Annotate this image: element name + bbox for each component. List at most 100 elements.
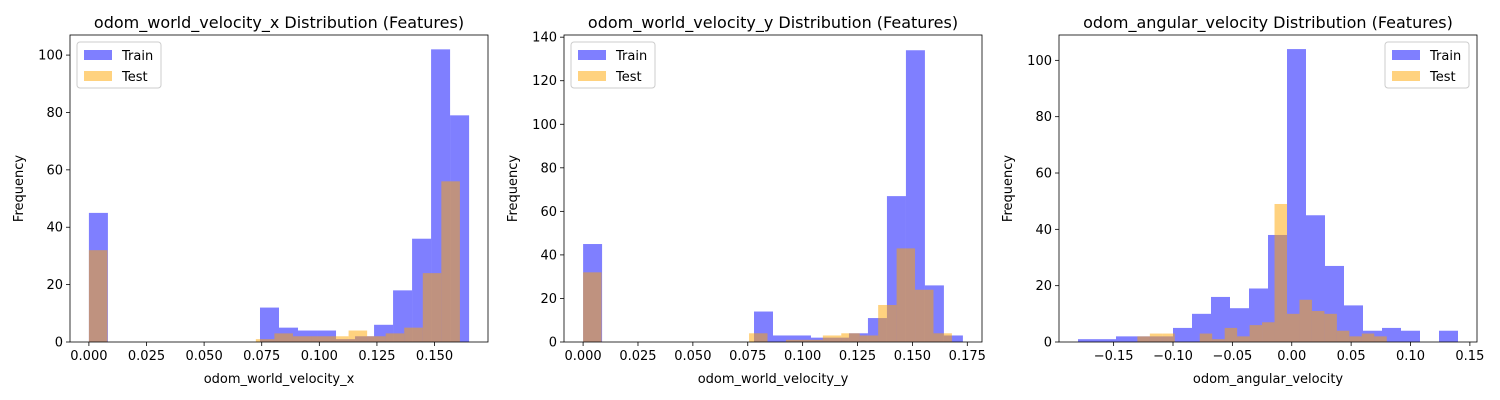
bar-test-0 [583, 272, 602, 342]
legend: Train Test [570, 41, 656, 89]
y-axis-label: Frequency [506, 155, 521, 222]
bar-test-0 [88, 250, 108, 342]
series-test [1137, 203, 1387, 342]
chart-1: 0.000 0.025 0.050 0.075 0.100 0.125 0.150 0 20 40… [12, 13, 489, 387]
chart-title: odom_world_velocity_y Distribution (Feat… [588, 13, 958, 33]
bar-test-14 [348, 330, 368, 342]
x-tick-label: 0.150 [416, 349, 453, 364]
x-tick-label: −0.15 [1094, 349, 1134, 364]
x-tick-label: 0.025 [128, 349, 165, 364]
bar-test-15 [367, 336, 386, 342]
bar-test-16 [1336, 330, 1350, 342]
x-tick-label: 0.150 [894, 349, 931, 364]
y-tick-label: 100 [1027, 54, 1052, 69]
y-tick-label: 0 [549, 336, 557, 351]
y-tick-label: 20 [540, 292, 557, 307]
y-tick-label: 100 [532, 118, 557, 133]
bar-test-17 [1349, 336, 1362, 342]
bar-test-0 [1137, 336, 1150, 342]
bar-test-18 [915, 289, 934, 342]
chart-2: 0.000 0.025 0.050 0.075 0.100 0.125 0.150 0.175… [506, 13, 986, 387]
bar-test-19 [441, 181, 460, 342]
legend-label-train: Train [121, 49, 153, 64]
legend-swatch-train [84, 50, 112, 60]
x-tick-label: 0.050 [186, 349, 223, 364]
bar-test-7 [1224, 327, 1238, 342]
y-tick-label: 60 [46, 163, 63, 178]
x-tick-label: 0.175 [949, 349, 986, 364]
legend-label-test: Test [615, 70, 642, 85]
bar-test-18 [422, 273, 442, 342]
x-axis-label: odom_world_velocity_y [698, 372, 849, 387]
y-tick-label: 80 [540, 161, 557, 176]
bar-test-17 [404, 327, 423, 342]
bar-test-9 [749, 333, 768, 342]
plot-frame [69, 34, 489, 343]
legend-label-test: Test [121, 70, 148, 85]
legend: Train Test [76, 41, 162, 89]
legend-swatch-test [1392, 71, 1420, 81]
bar-test-16 [385, 333, 405, 342]
bar-test-13 [1299, 299, 1312, 342]
legend-swatch-train [1392, 50, 1420, 60]
bar-test-16 [878, 304, 897, 342]
bar-test-9 [255, 339, 275, 342]
series-test [88, 181, 460, 342]
x-tick-label: 0.15 [1455, 349, 1484, 364]
y-tick-label: 100 [38, 49, 63, 64]
x-tick-label: −0.10 [1153, 349, 1193, 364]
plot-frame [1058, 34, 1478, 343]
legend-swatch-train [578, 50, 606, 60]
x-tick-label: 0.100 [784, 349, 821, 364]
bar-test-13 [822, 335, 842, 342]
x-tick-label: 0.075 [729, 349, 766, 364]
series-test [583, 248, 952, 342]
y-tick-label: 140 [532, 31, 557, 46]
x-tick-label: 0.125 [358, 349, 395, 364]
bar-test-13 [330, 336, 349, 342]
y-tick-label: 20 [1035, 279, 1052, 294]
bar-train-2 [1116, 336, 1135, 342]
legend-label-train: Train [1429, 49, 1461, 64]
bar-test-5 [1199, 333, 1213, 342]
chart-3: −0.15 −0.10 −0.05 0.00 0.05 0.10 0.15 0 20 40 60 80… [1001, 13, 1484, 387]
x-tick-label: 0.10 [1396, 349, 1425, 364]
bar-train-0 [1078, 339, 1097, 342]
chart-title: odom_world_velocity_x Distribution (Feat… [94, 13, 464, 33]
x-tick-label: −0.05 [1212, 349, 1252, 364]
bar-test-12 [1287, 313, 1300, 342]
bar-test-19 [933, 333, 952, 342]
bar-test-8 [1237, 336, 1250, 342]
bar-train-19 [1439, 330, 1458, 342]
bar-test-11 [292, 336, 312, 342]
bar-test-14 [841, 333, 860, 342]
legend-swatch-test [578, 71, 606, 81]
y-tick-label: 120 [532, 74, 557, 89]
x-tick-label: 0.075 [243, 349, 280, 364]
x-tick-label: 0.025 [619, 349, 656, 364]
plot-frame [563, 34, 983, 343]
bar-test-18 [1361, 333, 1375, 342]
series-train [88, 49, 470, 342]
legend-swatch-test [84, 71, 112, 81]
y-tick-label: 80 [1035, 110, 1052, 125]
x-tick-label: 0.125 [839, 349, 876, 364]
y-tick-label: 60 [1035, 167, 1052, 182]
bar-test-15 [1324, 313, 1337, 342]
bar-train-9 [259, 307, 279, 342]
x-axis-label: odom_world_velocity_x [204, 372, 355, 387]
legend-label-test: Test [1429, 70, 1456, 85]
bar-train-11 [791, 335, 811, 342]
bar-train-11 [1287, 49, 1306, 342]
bar-test-9 [1249, 325, 1263, 342]
x-axis-label: odom_angular_velocity [1193, 372, 1344, 387]
bar-test-1 [1149, 333, 1163, 342]
bar-test-10 [1262, 322, 1275, 342]
y-tick-label: 0 [1044, 336, 1052, 351]
bar-test-14 [1311, 311, 1325, 342]
y-axis-label: Frequency [1001, 155, 1016, 222]
x-tick-label: 0.00 [1277, 349, 1306, 364]
series-train [1078, 49, 1458, 342]
